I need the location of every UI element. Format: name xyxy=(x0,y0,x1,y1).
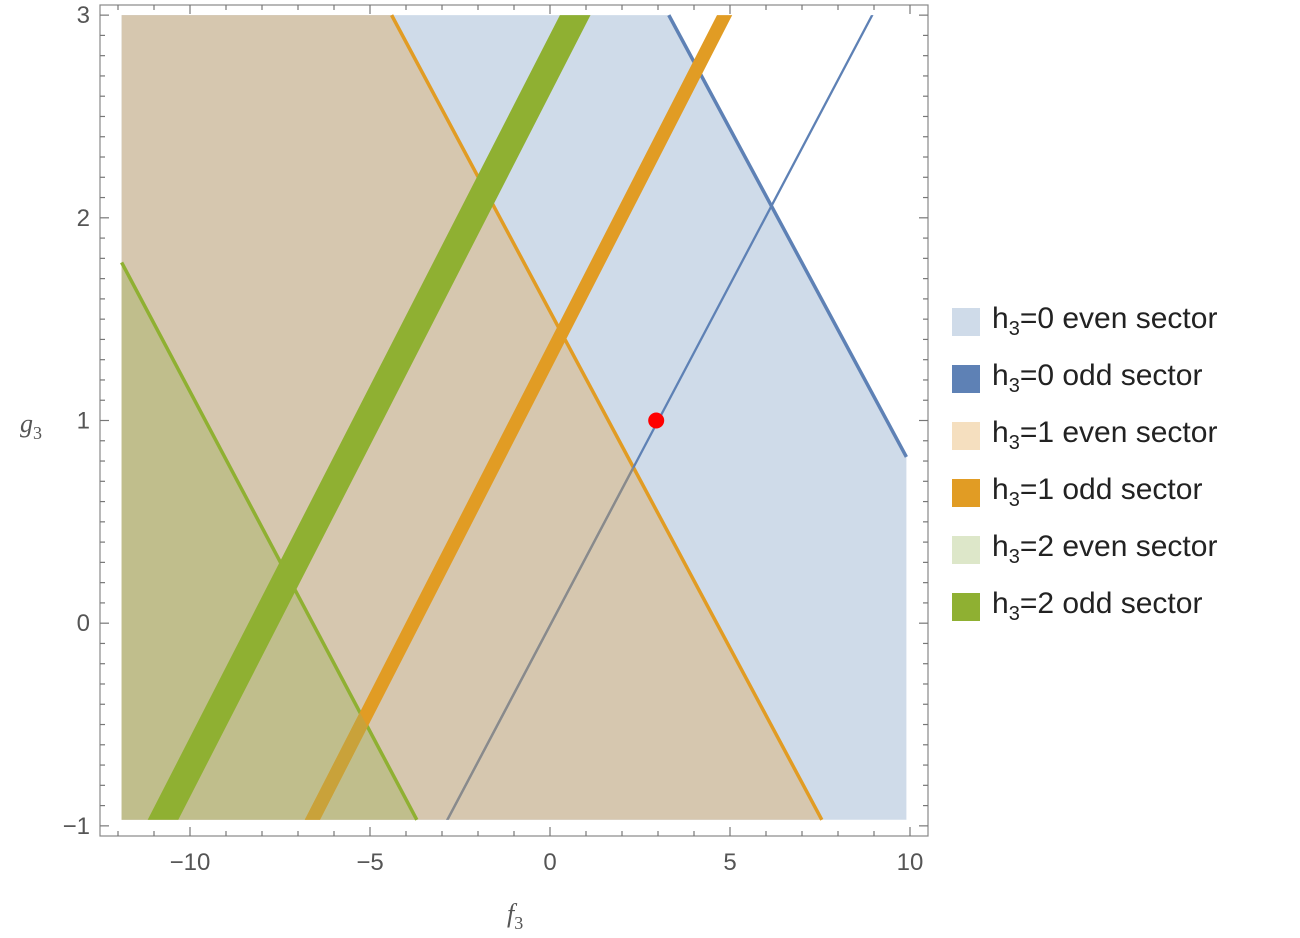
legend-label: h3=1 odd sector xyxy=(992,473,1203,511)
y-tick-label: 2 xyxy=(77,205,90,232)
legend-item: h3=2 odd sector xyxy=(952,578,1217,635)
legend-item: h3=1 odd sector xyxy=(952,464,1217,521)
legend-item: h3=2 even sector xyxy=(952,521,1217,578)
legend-label: h3=0 odd sector xyxy=(992,359,1203,397)
x-tick-label: 10 xyxy=(897,849,924,876)
region-boundary-line-2 xyxy=(120,261,419,821)
legend-swatch xyxy=(952,364,980,393)
region-boundary-line-0 xyxy=(667,14,908,458)
x-tick-label: −5 xyxy=(356,849,383,876)
region-boundary-line-1 xyxy=(390,14,824,821)
legend-label: h3=2 odd sector xyxy=(992,587,1203,625)
band-h3-2-odd xyxy=(147,15,591,820)
y-tick-label: 1 xyxy=(77,408,90,435)
y-axis-label: g3 xyxy=(20,409,42,443)
y-tick-label: 3 xyxy=(77,2,90,29)
x-tick-label: 5 xyxy=(723,849,736,876)
legend-swatch xyxy=(952,592,980,621)
legend-label: h3=0 even sector xyxy=(992,302,1218,340)
legend-swatch xyxy=(952,478,980,507)
legend-swatch xyxy=(952,307,980,336)
y-axis-label-base: g xyxy=(20,409,33,438)
legend-swatch xyxy=(952,421,980,450)
legend: h3=0 even sector h3=0 odd sector h3=1 even… xyxy=(952,293,1217,635)
y-axis-label-sub: 3 xyxy=(33,423,42,443)
x-tick-label: −10 xyxy=(170,849,211,876)
legend-item: h3=1 even sector xyxy=(952,407,1217,464)
marker-point xyxy=(648,412,665,429)
x-axis-label: f3 xyxy=(507,899,523,933)
x-axis-label-base: f xyxy=(507,899,518,928)
x-tick-label: 0 xyxy=(543,849,556,876)
x-axis-label-sub: 3 xyxy=(514,913,523,933)
y-tick-label: −1 xyxy=(63,813,90,840)
legend-swatch xyxy=(952,535,980,564)
y-tick-label: 0 xyxy=(77,610,90,637)
legend-label: h3=2 even sector xyxy=(992,530,1218,568)
legend-label: h3=1 even sector xyxy=(992,416,1218,454)
band-h3-1-odd xyxy=(304,15,733,820)
legend-item: h3=0 even sector xyxy=(952,293,1217,350)
legend-item: h3=0 odd sector xyxy=(952,350,1217,407)
